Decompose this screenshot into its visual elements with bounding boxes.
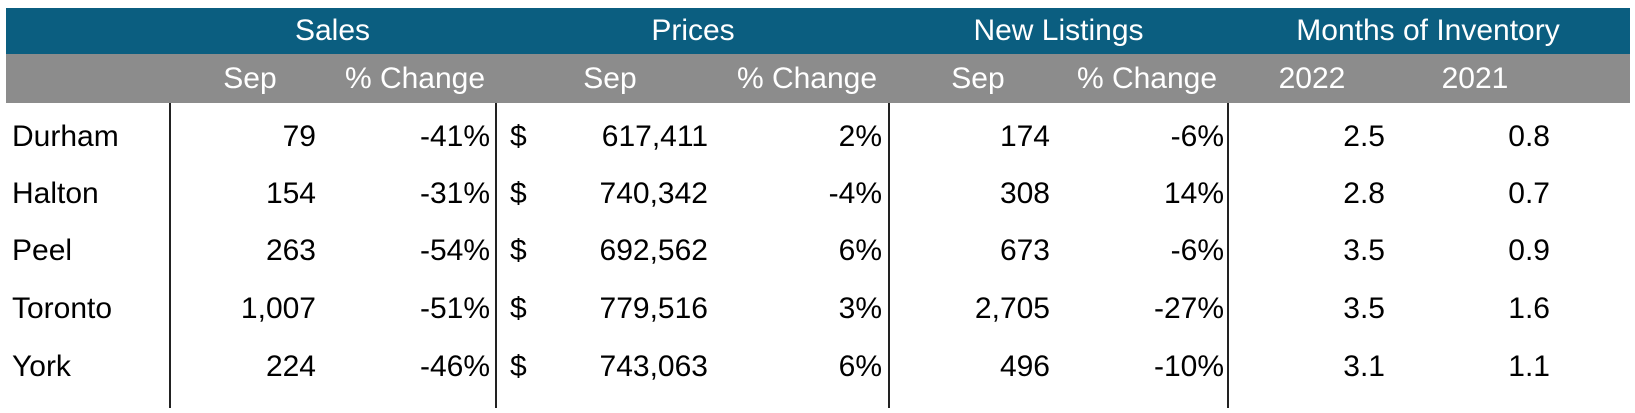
cell-region: Halton (12, 177, 99, 210)
cell-inventory-2021: 1.6 (1508, 292, 1550, 325)
cell-price-change: 3% (838, 292, 882, 325)
cell-sales-sep: 154 (265, 177, 316, 210)
cell-inventory-2022: 2.8 (1343, 177, 1385, 210)
column-divider (495, 103, 497, 408)
cell-listings-sep: 174 (999, 120, 1050, 153)
cell-region: Toronto (12, 292, 113, 325)
cell-price-change: 6% (838, 234, 882, 267)
cell-listings-sep: 2,705 (974, 292, 1050, 325)
cell-currency-symbol: $ (510, 292, 527, 325)
group-header-prices: Prices (651, 14, 735, 47)
sub-header-inventory-2021: 2021 (1441, 62, 1509, 95)
column-divider (169, 103, 171, 408)
cell-sales-change: -46% (419, 350, 490, 383)
cell-sales-sep: 224 (265, 350, 316, 383)
cell-sales-change: -54% (419, 234, 490, 267)
cell-sales-change: -41% (419, 120, 490, 153)
cell-price-sep: 740,342 (599, 177, 708, 210)
group-header-band (6, 8, 1630, 54)
cell-price-sep: 617,411 (601, 120, 708, 153)
cell-inventory-2021: 0.8 (1508, 120, 1550, 153)
cell-listings-sep: 496 (999, 350, 1050, 383)
sub-header-prices-change: % Change (736, 62, 878, 95)
cell-sales-change: -51% (419, 292, 490, 325)
cell-currency-symbol: $ (510, 234, 527, 267)
sub-header-prices-sep: Sep (583, 62, 637, 95)
cell-sales-sep: 263 (265, 234, 316, 267)
cell-price-change: 2% (838, 120, 882, 153)
cell-region: York (12, 350, 71, 383)
cell-currency-symbol: $ (510, 177, 527, 210)
cell-listings-change: -27% (1153, 292, 1224, 325)
cell-listings-change: -6% (1170, 120, 1224, 153)
cell-inventory-2021: 1.1 (1508, 350, 1550, 383)
cell-listings-change: 14% (1163, 177, 1224, 210)
column-divider (888, 103, 890, 408)
cell-inventory-2022: 3.5 (1343, 234, 1385, 267)
sub-header-inventory-2022: 2022 (1278, 62, 1346, 95)
cell-listings-sep: 673 (999, 234, 1050, 267)
cell-price-sep: 779,516 (599, 292, 708, 325)
group-header-new-listings: New Listings (973, 14, 1144, 47)
cell-price-change: 6% (838, 350, 882, 383)
sub-header-listings-change: % Change (1076, 62, 1218, 95)
sub-header-band (6, 54, 1630, 103)
cell-listings-change: -6% (1170, 234, 1224, 267)
cell-listings-sep: 308 (999, 177, 1050, 210)
cell-currency-symbol: $ (510, 120, 527, 153)
cell-price-change: -4% (828, 177, 882, 210)
sub-header-sales-sep: Sep (223, 62, 277, 95)
cell-inventory-2021: 0.7 (1508, 177, 1550, 210)
cell-price-sep: 692,562 (599, 234, 708, 267)
column-divider (1227, 103, 1229, 408)
cell-currency-symbol: $ (510, 350, 527, 383)
cell-inventory-2022: 2.5 (1343, 120, 1385, 153)
cell-sales-sep: 79 (282, 120, 316, 153)
cell-sales-change: -31% (419, 177, 490, 210)
cell-listings-change: -10% (1153, 350, 1224, 383)
cell-price-sep: 743,063 (599, 350, 708, 383)
group-header-sales: Sales (294, 14, 371, 47)
cell-inventory-2021: 0.9 (1508, 234, 1550, 267)
cell-inventory-2022: 3.1 (1343, 350, 1385, 383)
sub-header-listings-sep: Sep (951, 62, 1005, 95)
sub-header-sales-change: % Change (344, 62, 486, 95)
cell-region: Peel (12, 234, 73, 267)
cell-region: Durham (12, 120, 119, 153)
cell-inventory-2022: 3.5 (1343, 292, 1385, 325)
group-header-months-of-inventory: Months of Inventory (1296, 14, 1560, 47)
cell-sales-sep: 1,007 (240, 292, 316, 325)
